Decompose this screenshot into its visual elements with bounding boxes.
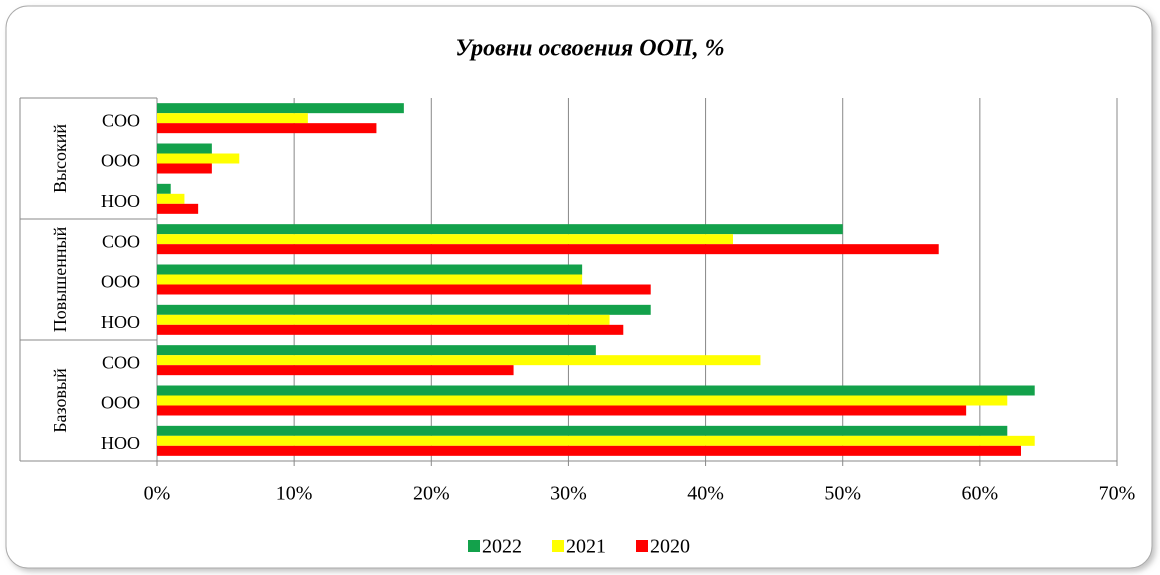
group-label: Базовый <box>50 368 70 433</box>
legend-label: 2022 <box>482 536 522 558</box>
bar <box>157 365 514 376</box>
legend-swatch <box>552 540 564 552</box>
bar <box>157 385 1035 396</box>
y-tick-label: ООО <box>101 151 140 171</box>
bar <box>157 193 185 204</box>
bar <box>157 355 761 366</box>
bar <box>157 203 199 214</box>
x-tick-label: 40% <box>687 483 724 505</box>
group-label: Повышенный <box>50 226 70 332</box>
bar <box>157 244 939 255</box>
x-tick-label: 20% <box>413 483 450 505</box>
bar <box>157 435 1035 446</box>
x-tick-label: 30% <box>550 483 587 505</box>
bar <box>157 405 967 416</box>
x-tick-label: 60% <box>962 483 999 505</box>
bar <box>157 224 843 235</box>
bar <box>157 314 610 325</box>
bar <box>157 324 624 335</box>
bar <box>157 284 651 295</box>
x-tick-label: 10% <box>276 483 313 505</box>
group-label: Высокий <box>50 124 70 193</box>
bar <box>157 234 733 245</box>
x-tick-label: 50% <box>824 483 861 505</box>
y-tick-label: ООО <box>101 393 140 413</box>
bar <box>157 113 308 124</box>
bar <box>157 163 212 174</box>
bar <box>157 445 1021 456</box>
legend-swatch <box>636 540 648 552</box>
bar <box>157 264 583 275</box>
bar <box>157 183 171 194</box>
bar <box>157 123 377 134</box>
bar <box>157 304 651 315</box>
bar <box>157 395 1008 406</box>
y-tick-label: СОО <box>102 352 140 372</box>
y-tick-label: НОО <box>101 191 140 211</box>
y-tick-label: НОО <box>101 433 140 453</box>
y-tick-label: ООО <box>101 272 140 292</box>
bar <box>157 274 583 285</box>
legend-label: 2021 <box>566 536 606 558</box>
y-tick-label: СОО <box>102 110 140 130</box>
x-tick-label: 0% <box>144 483 171 505</box>
y-tick-label: СОО <box>102 231 140 251</box>
chart-title: Уровни освоения ООП, % <box>455 36 724 62</box>
bar <box>157 143 212 154</box>
bar <box>157 153 240 164</box>
legend-label: 2020 <box>650 536 690 558</box>
bar <box>157 425 1008 436</box>
bar <box>157 103 404 114</box>
x-tick-label: 70% <box>1099 483 1136 505</box>
y-tick-label: НОО <box>101 312 140 332</box>
bar <box>157 345 596 356</box>
legend-swatch <box>468 540 480 552</box>
